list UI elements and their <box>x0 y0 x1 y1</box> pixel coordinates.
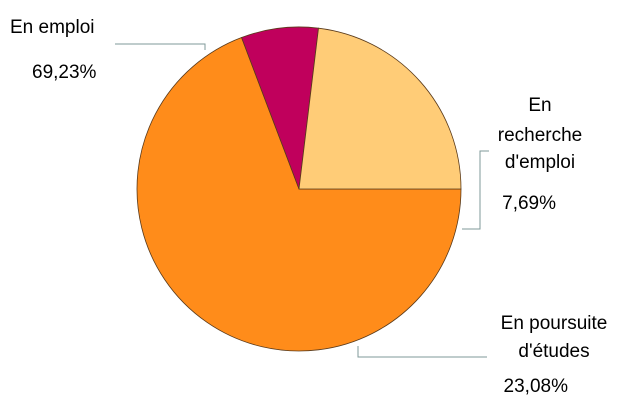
slice-value-recherche: 7,69% <box>502 193 556 214</box>
pie-slices <box>136 26 462 352</box>
slice-label-recherche: recherche <box>498 125 583 146</box>
slice-label-poursuite: En poursuite <box>501 313 608 334</box>
pie-slice-emploi <box>136 37 462 352</box>
slice-label-emploi: En emploi <box>10 17 95 38</box>
slice-value-emploi: 69,23% <box>32 62 97 83</box>
leader-line-poursuite <box>357 346 487 358</box>
slice-labels: En emploi 69,23% En recherche d'emploi 7,69% E… <box>10 17 607 397</box>
leader-line-recherche <box>462 150 489 230</box>
pie-slice-poursuite <box>298 27 462 190</box>
leader-lines <box>115 43 489 358</box>
slice-label-recherche: d'emploi <box>505 152 575 173</box>
slice-label-poursuite: d'études <box>518 341 589 362</box>
slice-label-recherche: En <box>528 95 551 116</box>
slice-value-poursuite: 23,08% <box>504 376 569 397</box>
leader-line-emploi <box>115 43 206 50</box>
